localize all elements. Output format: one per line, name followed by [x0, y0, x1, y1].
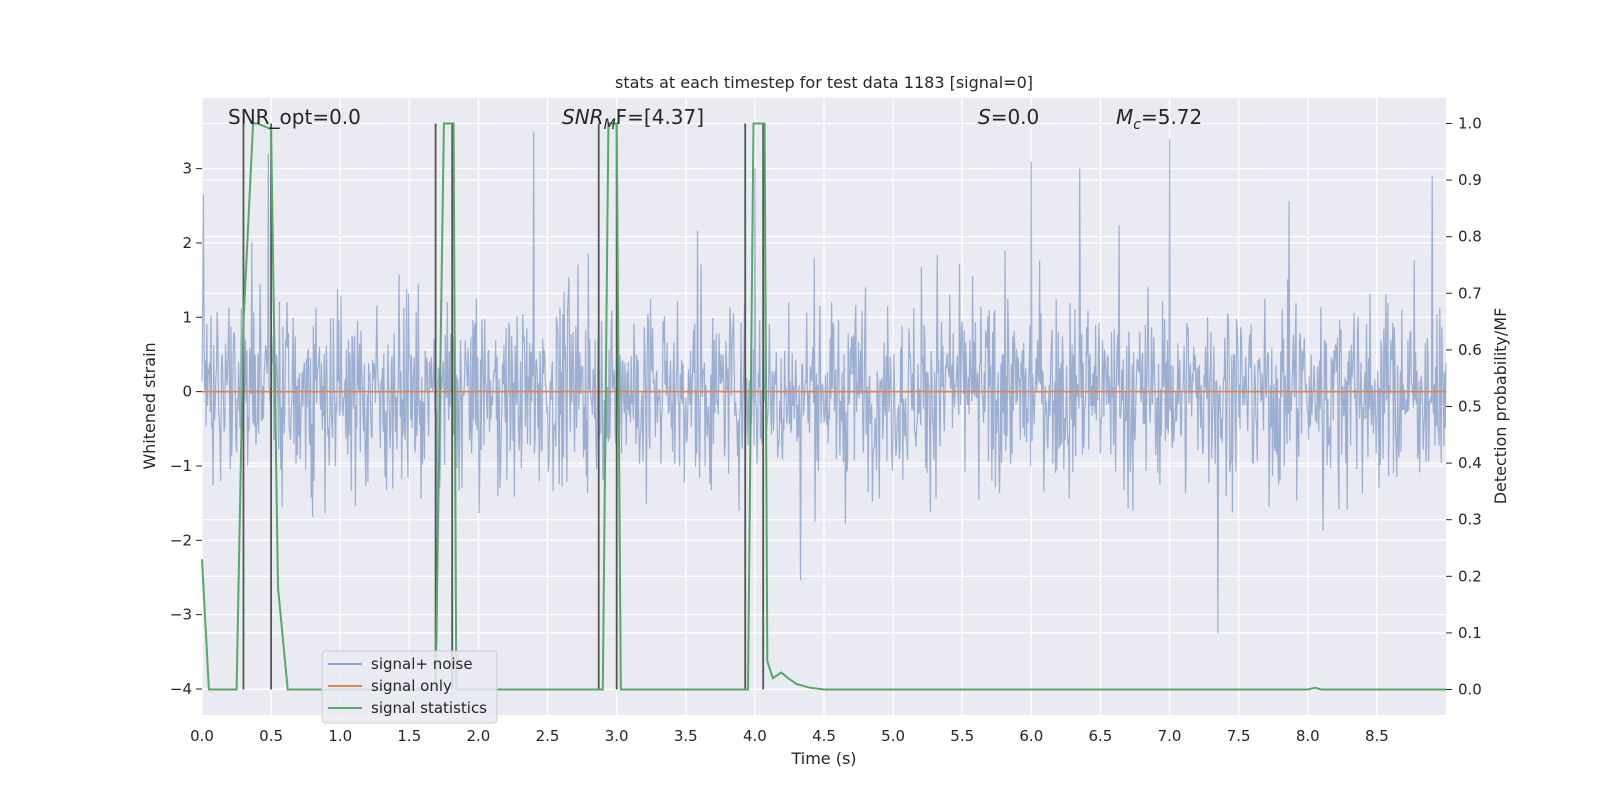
chart-title: stats at each timestep for test data 118… [615, 73, 1033, 92]
s-value: =0.0 [991, 105, 1040, 129]
x-tick-label: 2.5 [536, 727, 560, 745]
mc-value: =5.72 [1141, 105, 1202, 129]
x-tick-label: 6.0 [1019, 727, 1043, 745]
annotation-snr-mf: SNRMF=[4.37] [562, 105, 704, 133]
y-tick-label: −2 [170, 531, 192, 549]
legend-label-stats: signal statistics [371, 699, 487, 717]
y2-tick-label: 0.5 [1458, 398, 1482, 416]
mc-subscript: c [1133, 117, 1141, 133]
y-tick-label: 1 [182, 308, 192, 326]
x-tick-label: 5.0 [881, 727, 905, 745]
snr-mf-symbol: SNR [562, 105, 604, 129]
y2-tick-label: 1.0 [1458, 114, 1482, 132]
x-tick-label: 7.0 [1158, 727, 1182, 745]
y-axis-ticks: 3 2 1 0 −1 −2 −3 −4 [170, 160, 202, 698]
y-tick-label: −1 [170, 457, 192, 475]
y-tick-label: 3 [182, 160, 192, 178]
legend: signal+ noise signal only signal statist… [321, 650, 498, 724]
signal-statistics-line [201, 122, 1446, 691]
x-axis-ticks: 0.0 0.5 1.0 1.5 2.0 2.5 3.0 3.5 4.0 4.5 5.0 5.5 6.0 6… [190, 727, 1389, 745]
legend-label-noise: signal+ noise [371, 655, 473, 673]
y2-tick-label: 0.2 [1458, 567, 1482, 585]
snr-mf-value: F=[4.37] [616, 105, 704, 129]
annotation-s: S=0.0 [978, 105, 1039, 129]
signal-noise-trace [201, 131, 1447, 645]
x-tick-label: 7.5 [1227, 727, 1251, 745]
x-tick-label: 0.0 [190, 727, 214, 745]
annotation-mc: Mc=5.72 [1116, 105, 1202, 133]
s-symbol: S [978, 105, 991, 129]
y2-tick-label: 0.8 [1458, 228, 1482, 246]
x-tick-label: 6.5 [1089, 727, 1113, 745]
y-tick-label: −3 [170, 606, 192, 624]
snr-mf-subscript: M [604, 117, 616, 133]
x-tick-label: 5.5 [950, 727, 974, 745]
x-tick-label: 3.5 [674, 727, 698, 745]
legend-label-signal: signal only [371, 677, 452, 695]
mc-symbol: M [1116, 105, 1133, 129]
y-tick-label: −4 [170, 680, 192, 698]
legend-box [321, 650, 498, 724]
x-tick-label: 8.5 [1365, 727, 1389, 745]
y-axis-label: Whitened strain [140, 342, 159, 469]
y-tick-label: 2 [182, 234, 192, 252]
x-tick-label: 4.0 [743, 727, 767, 745]
y2-axis-ticks: 1.0 0.9 0.8 0.7 0.6 0.5 0.4 0.3 0.2 0.1 0.0 [1446, 114, 1482, 699]
y2-tick-label: 0.1 [1458, 624, 1482, 642]
y2-axis-label: Detection probability/MF [1491, 308, 1510, 505]
x-tick-label: 1.5 [397, 727, 421, 745]
y2-tick-label: 0.4 [1458, 454, 1482, 472]
vertical-markers [242, 123, 765, 690]
y2-tick-label: 0.6 [1458, 341, 1482, 359]
y2-tick-label: 0.3 [1458, 511, 1482, 529]
x-axis-label: Time (s) [790, 749, 856, 768]
annotation-snr-opt: SNR_opt=0.0 [228, 105, 361, 129]
x-tick-label: 8.0 [1296, 727, 1320, 745]
x-tick-label: 4.5 [812, 727, 836, 745]
x-tick-label: 2.0 [467, 727, 491, 745]
noise-trace-path [201, 131, 1447, 645]
y2-tick-label: 0.0 [1458, 681, 1482, 699]
x-tick-label: 1.0 [328, 727, 352, 745]
x-tick-label: 0.5 [259, 727, 283, 745]
y-tick-label: 0 [182, 383, 192, 401]
x-tick-label: 3.0 [605, 727, 629, 745]
y2-tick-label: 0.9 [1458, 171, 1482, 189]
y2-tick-label: 0.7 [1458, 284, 1482, 302]
